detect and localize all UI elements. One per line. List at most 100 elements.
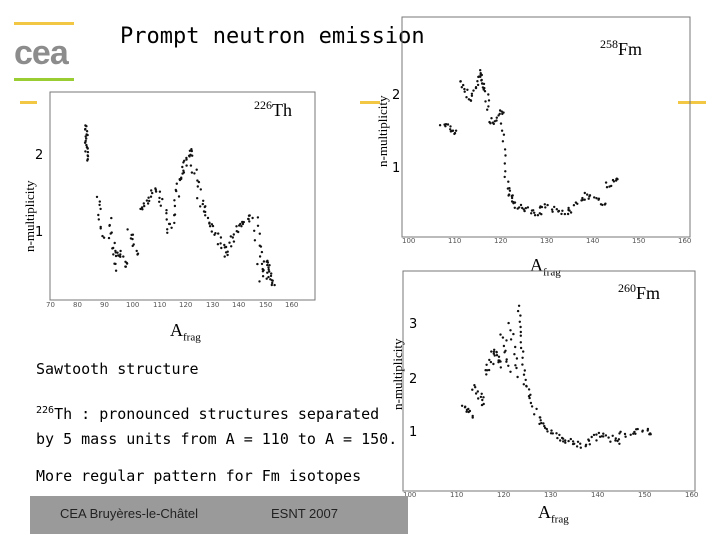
scatter-point (266, 263, 269, 267)
scatter-point (449, 130, 453, 133)
scatter-point (616, 439, 619, 443)
scatter-point (143, 204, 146, 208)
scatter-point (150, 189, 153, 192)
scatter-point (497, 359, 500, 362)
scatter-point (459, 80, 462, 83)
scatter-point (223, 243, 226, 247)
scatter-point (576, 202, 579, 205)
scatter-point (256, 216, 260, 219)
scatter-point (633, 430, 636, 434)
scatter-point (101, 234, 104, 238)
scatter-point (142, 202, 145, 205)
scatter-point (269, 274, 273, 278)
fm260-xlabel: Afrag (538, 502, 569, 526)
scatter-point (598, 435, 602, 438)
scatter-point (102, 236, 106, 239)
scatter-point (173, 199, 176, 202)
scatter-point (147, 196, 150, 199)
scatter-point (253, 229, 256, 232)
scatter-point (258, 255, 262, 258)
scatter-point (551, 432, 554, 435)
scatter-point (516, 375, 519, 379)
scatter-point (507, 364, 510, 367)
scatter-point (170, 226, 173, 229)
scatter-point (479, 395, 483, 399)
scatter-point (191, 154, 194, 157)
scatter-point (529, 401, 533, 405)
scatter-point (247, 217, 250, 221)
scatter-point (119, 255, 122, 258)
scatter-point (139, 207, 142, 211)
scatter-point (649, 433, 652, 436)
scatter-point (499, 333, 502, 336)
scatter-point (262, 260, 266, 263)
scatter-point (471, 416, 474, 419)
scatter-point (515, 366, 518, 370)
scatter-point (107, 236, 111, 240)
scatter-point (271, 281, 274, 285)
scatter-point (539, 416, 542, 419)
scatter-point (111, 247, 114, 250)
scatter-point (595, 439, 598, 442)
scatter-point (145, 199, 149, 202)
scatter-point (471, 388, 474, 391)
scatter-point (260, 250, 264, 254)
scatter-point (481, 398, 484, 402)
scatter-point (581, 198, 584, 202)
footer-bar (30, 496, 408, 534)
scatter-point (518, 320, 521, 323)
scatter-point (485, 363, 488, 366)
scatter-point (597, 431, 601, 435)
scatter-point (226, 253, 229, 257)
scatter-point (141, 208, 144, 211)
scatter-point (270, 272, 273, 275)
scatter-point (614, 439, 617, 442)
scatter-point (248, 220, 251, 223)
fm258-ylabel: n-multiplicity (375, 95, 390, 168)
scatter-point (519, 203, 523, 207)
scatter-point (267, 266, 270, 269)
scatter-point (84, 128, 87, 131)
scatter-point (216, 243, 220, 246)
scatter-point (497, 355, 501, 358)
th-description: 226Th : pronounced structures separated … (36, 398, 397, 452)
scatter-point (97, 218, 101, 221)
scatter-point (99, 207, 102, 211)
scatter-point (210, 223, 214, 226)
scatter-point (557, 209, 561, 213)
scatter-point (515, 357, 519, 360)
scatter-point (523, 369, 526, 372)
scatter-point (509, 370, 512, 373)
th-ytick-1: 1 (35, 225, 44, 240)
scatter-point (604, 434, 608, 437)
scatter-point (474, 386, 477, 389)
scatter-point (505, 360, 508, 363)
scatter-point (623, 432, 627, 436)
scatter-point (256, 224, 260, 227)
scatter-point (261, 275, 265, 278)
sawtooth-text: Sawtooth structure (36, 360, 199, 378)
scatter-point (477, 397, 480, 400)
scatter-point (495, 351, 498, 354)
scatter-point (477, 75, 480, 79)
scatter-point (604, 202, 607, 205)
scatter-point (465, 96, 468, 99)
th-ylabel: n-multiplicity (22, 180, 37, 253)
scatter-point (571, 442, 575, 446)
scatter-point (568, 209, 571, 212)
scatter-point (614, 437, 617, 440)
scatter-point (110, 231, 113, 234)
scatter-point (587, 197, 590, 200)
scatter-point (522, 373, 526, 376)
scatter-point (466, 88, 469, 92)
scatter-point (602, 435, 605, 438)
scatter-point (84, 135, 87, 138)
scatter-point (229, 235, 232, 238)
scatter-point (460, 86, 463, 89)
scatter-point (177, 195, 181, 198)
scatter-point (604, 181, 608, 184)
scatter-point (484, 100, 487, 103)
scatter-point (203, 205, 206, 209)
scatter-point (268, 270, 271, 273)
scatter-point (521, 363, 524, 366)
